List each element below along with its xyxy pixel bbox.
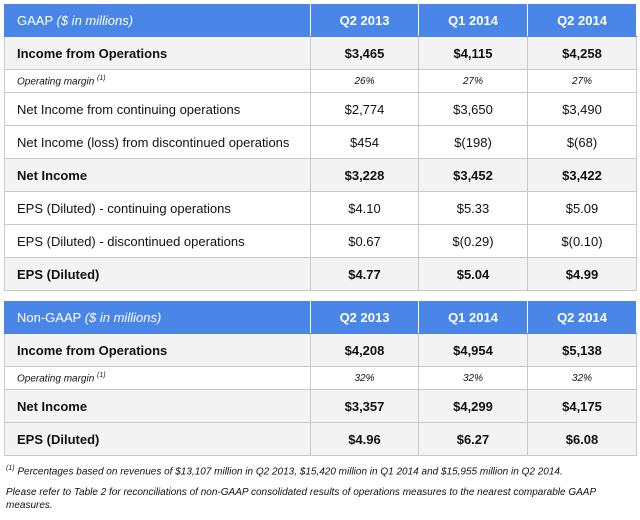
table-row: Net Income from continuing operations $2…: [4, 92, 637, 126]
reference-note: Please refer to Table 2 for reconciliati…: [6, 487, 596, 512]
footnote: (1) Percentages based on revenues of $13…: [6, 462, 636, 478]
table-row: Income from Operations $3,465 $4,115 $4,…: [4, 36, 637, 70]
gaap-header-row: GAAP ($ in millions) Q2 2013 Q1 2014 Q2 …: [4, 4, 637, 37]
cell-value: $4,175: [527, 389, 637, 423]
non-gaap-header-row: Non-GAAP ($ in millions) Q2 2013 Q1 2014…: [4, 301, 637, 334]
table-row: Net Income $3,228 $3,452 $3,422: [4, 158, 637, 192]
cell-value: $6.27: [418, 422, 528, 456]
table-row: Income from Operations $4,208 $4,954 $5,…: [4, 333, 637, 367]
operating-margin-label: Operating margin: [17, 76, 95, 88]
gaap-col-q1-2014: Q1 2014: [418, 4, 528, 37]
footnote-text: Percentages based on revenues of $13,107…: [17, 466, 563, 478]
table-row: Operating margin (1) 32% 32% 32%: [4, 366, 637, 390]
row-label: EPS (Diluted): [4, 422, 311, 456]
cell-value: 26%: [310, 69, 419, 93]
cell-value: $5.33: [418, 191, 528, 225]
row-label: Operating margin (1): [4, 69, 311, 93]
cell-value: $5,138: [527, 333, 637, 367]
gaap-table: GAAP ($ in millions) Q2 2013 Q1 2014 Q2 …: [4, 4, 637, 291]
non-gaap-col-q1-2014: Q1 2014: [418, 301, 528, 334]
cell-value: $4,115: [418, 36, 528, 70]
cell-value: 27%: [418, 69, 528, 93]
non-gaap-col-q2-2014: Q2 2014: [527, 301, 637, 334]
cell-value: $3,357: [310, 389, 419, 423]
gaap-header-label: GAAP ($ in millions): [4, 4, 311, 37]
row-label: Net Income: [4, 389, 311, 423]
table-row: EPS (Diluted) - continuing operations $4…: [4, 191, 637, 225]
non-gaap-title: Non-GAAP: [17, 310, 82, 325]
table-row: EPS (Diluted) $4.77 $5.04 $4.99: [4, 257, 637, 291]
non-gaap-col-q2-2013: Q2 2013: [310, 301, 419, 334]
cell-value: 32%: [527, 366, 637, 390]
cell-value: $(68): [527, 125, 637, 159]
cell-value: $3,650: [418, 92, 528, 126]
row-label: Income from Operations: [4, 36, 311, 70]
cell-value: 32%: [418, 366, 528, 390]
cell-value: $6.08: [527, 422, 637, 456]
gaap-unit: ($ in millions): [56, 13, 134, 28]
cell-value: $3,228: [310, 158, 419, 192]
gaap-col-q2-2013: Q2 2013: [310, 4, 419, 37]
cell-value: $454: [310, 125, 419, 159]
row-label: EPS (Diluted) - discontinued operations: [4, 224, 311, 258]
cell-value: $0.67: [310, 224, 419, 258]
non-gaap-header-label: Non-GAAP ($ in millions): [4, 301, 311, 334]
cell-value: $4,208: [310, 333, 419, 367]
row-label: EPS (Diluted) - continuing operations: [4, 191, 311, 225]
table-spacer: [4, 291, 636, 301]
row-label: Net Income: [4, 158, 311, 192]
notes: (1) Percentages based on revenues of $13…: [4, 462, 636, 512]
cell-value: $3,465: [310, 36, 419, 70]
cell-value: 27%: [527, 69, 637, 93]
cell-value: $4,954: [418, 333, 528, 367]
row-label: Income from Operations: [4, 333, 311, 367]
non-gaap-table: Non-GAAP ($ in millions) Q2 2013 Q1 2014…: [4, 301, 637, 456]
footnote-marker: (1): [97, 371, 106, 379]
footnote-marker: (1): [97, 74, 106, 82]
cell-value: $4,299: [418, 389, 528, 423]
cell-value: $(0.29): [418, 224, 528, 258]
cell-value: $4.77: [310, 257, 419, 291]
operating-margin-label: Operating margin: [17, 373, 95, 385]
cell-value: $3,490: [527, 92, 637, 126]
financial-summary: GAAP ($ in millions) Q2 2013 Q1 2014 Q2 …: [4, 4, 637, 520]
row-label: EPS (Diluted): [4, 257, 311, 291]
cell-value: $3,452: [418, 158, 528, 192]
cell-value: $4,258: [527, 36, 637, 70]
table-row: Net Income $3,357 $4,299 $4,175: [4, 389, 637, 423]
cell-value: $4.96: [310, 422, 419, 456]
cell-value: $5.04: [418, 257, 528, 291]
cell-value: $5.09: [527, 191, 637, 225]
gaap-col-q2-2014: Q2 2014: [527, 4, 637, 37]
row-label: Operating margin (1): [4, 366, 311, 390]
cell-value: $(0.10): [527, 224, 637, 258]
cell-value: $4.99: [527, 257, 637, 291]
cell-value: $4.10: [310, 191, 419, 225]
gaap-title: GAAP: [17, 13, 53, 28]
non-gaap-unit: ($ in millions): [84, 310, 162, 325]
cell-value: $(198): [418, 125, 528, 159]
cell-value: $2,774: [310, 92, 419, 126]
row-label: Net Income (loss) from discontinued oper…: [4, 125, 311, 159]
table-row: EPS (Diluted) $4.96 $6.27 $6.08: [4, 422, 637, 456]
cell-value: 32%: [310, 366, 419, 390]
table-row: Net Income (loss) from discontinued oper…: [4, 125, 637, 159]
cell-value: $3,422: [527, 158, 637, 192]
table-row: EPS (Diluted) - discontinued operations …: [4, 224, 637, 258]
table-row: Operating margin (1) 26% 27% 27%: [4, 69, 637, 93]
row-label: Net Income from continuing operations: [4, 92, 311, 126]
footnote-marker: (1): [6, 465, 15, 472]
